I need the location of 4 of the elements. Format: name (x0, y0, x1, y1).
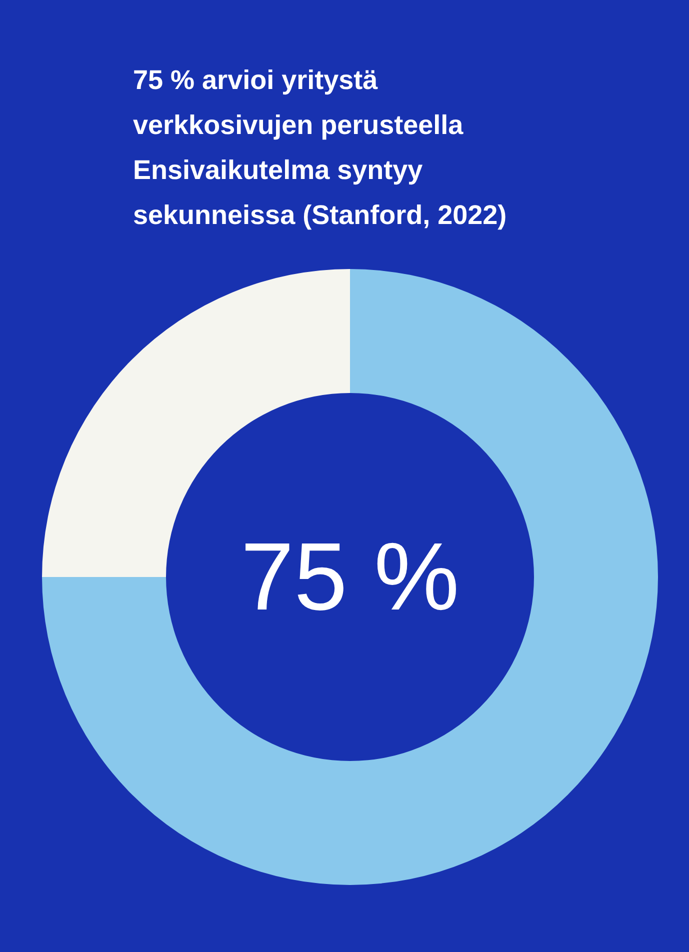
chart-title: 75 % arvioi yritystä verkkosivujen perusteella (133, 64, 464, 142)
chart-subtitle: Ensivaikutelma syntyy sekunneissa (Stanford, 2022) (133, 154, 508, 232)
donut-slice (42, 269, 658, 885)
data-label: 75 % (240, 524, 460, 630)
